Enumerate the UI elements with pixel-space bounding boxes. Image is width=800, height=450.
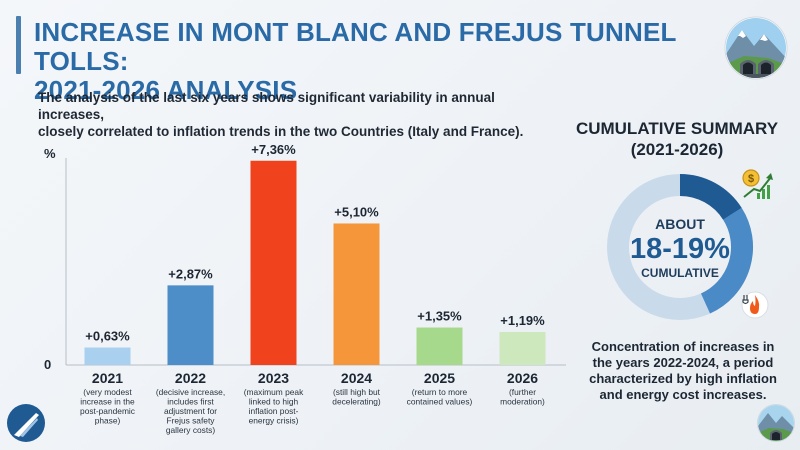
donut-center-text: ABOUT 18-19% CUMULATIVE xyxy=(618,216,742,281)
page-title: INCREASE IN MONT BLANC AND FREJUS TUNNEL… xyxy=(34,18,724,105)
bar-annotation-line: (decisive increase, xyxy=(156,387,225,397)
bar-2025 xyxy=(416,327,463,365)
x-tick-label: 2024 xyxy=(341,370,372,386)
energy-flame-icon xyxy=(741,291,769,319)
money-growth-icon: $ xyxy=(742,169,773,199)
x-tick-label: 2026 xyxy=(507,370,538,386)
bar-2022 xyxy=(167,285,214,365)
bar-2026 xyxy=(499,331,546,365)
bar-value-label: +5,10% xyxy=(334,204,379,219)
bar-2023 xyxy=(250,160,297,365)
bar-annotation-line: decelerating) xyxy=(332,397,381,407)
summary-conclusion: Concentration of increases in the years … xyxy=(588,339,778,403)
summary-title: CUMULATIVE SUMMARY (2021-2026) xyxy=(566,118,788,160)
donut-about: ABOUT xyxy=(655,216,705,232)
conclusion-line-4: and energy cost increases. xyxy=(599,387,767,402)
bar-value-label: +7,36% xyxy=(251,142,296,157)
bar-annotation-line: (further xyxy=(509,387,536,397)
bar-annotation-line: moderation) xyxy=(500,397,545,407)
bar-annotation-line: (still high but xyxy=(333,387,381,397)
bar-value-label: +2,87% xyxy=(168,266,213,281)
bar-annotation-line: post-pandemic xyxy=(80,406,135,416)
bar-annotation-line: (very modest xyxy=(83,387,132,397)
mountain-tunnel-icon xyxy=(724,16,788,80)
bar-annotation-line: contained values) xyxy=(407,397,473,407)
bar-value-label: +1,35% xyxy=(417,309,462,324)
bar-value-label: +1,19% xyxy=(500,313,545,328)
bar-annotation-line: inflation post- xyxy=(249,406,299,416)
subtitle-line-1: The analysis of the last six years shows… xyxy=(38,90,495,122)
page-subtitle: The analysis of the last six years shows… xyxy=(38,89,558,140)
bar-annotation-line: phase) xyxy=(95,416,121,426)
bar-annotation-line: (maximum peak xyxy=(244,387,304,397)
road-logo-icon xyxy=(7,404,45,442)
bar-2024 xyxy=(333,223,380,365)
summary-title-line-1: CUMULATIVE SUMMARY xyxy=(575,119,779,138)
bar-annotation-line: increase in the xyxy=(80,397,135,407)
donut-segment-dark xyxy=(679,173,742,221)
bar-annotation-line: energy crisis) xyxy=(249,416,299,426)
conclusion-line-3: characterized by high inflation xyxy=(589,371,777,386)
title-line-2: 2021-2026 ANALYSIS xyxy=(34,75,298,105)
mountain-tunnel-icon xyxy=(757,404,795,442)
donut-value: 18-19% xyxy=(630,233,730,265)
x-tick-label: 2025 xyxy=(424,370,455,386)
bar-annotation-line: (return to more xyxy=(412,387,468,397)
cumulative-donut xyxy=(607,173,753,320)
x-tick-label: 2021 xyxy=(92,370,123,386)
x-tick-label: 2022 xyxy=(175,370,206,386)
bar-annotation-line: includes first xyxy=(167,397,214,407)
bar-value-label: +0,63% xyxy=(85,329,130,344)
donut-cumulative: CUMULATIVE xyxy=(641,266,719,280)
svg-text:$: $ xyxy=(748,173,754,185)
conclusion-line-2: the years 2022-2024, a period xyxy=(592,355,774,370)
bar-annotation-line: Frejus safety xyxy=(167,416,216,426)
x-tick-label: 2023 xyxy=(258,370,289,386)
bar-annotation-line: linked to high xyxy=(249,397,299,407)
title-line-1: INCREASE IN MONT BLANC AND FREJUS TUNNEL… xyxy=(34,17,677,76)
bar-annotation-line: gallery costs) xyxy=(166,425,216,435)
subtitle-line-2: closely correlated to inflation trends i… xyxy=(38,124,524,139)
bar-2021 xyxy=(84,347,131,365)
bar-annotation-line: adjustment for xyxy=(164,406,217,416)
title-accent-bar xyxy=(16,16,21,74)
conclusion-line-1: Concentration of increases in xyxy=(591,339,775,354)
summary-title-line-2: (2021-2026) xyxy=(630,140,724,159)
donut-segment-mid xyxy=(700,207,753,314)
y-tick-label: 0 xyxy=(44,357,51,372)
y-axis-label: % xyxy=(44,146,56,161)
